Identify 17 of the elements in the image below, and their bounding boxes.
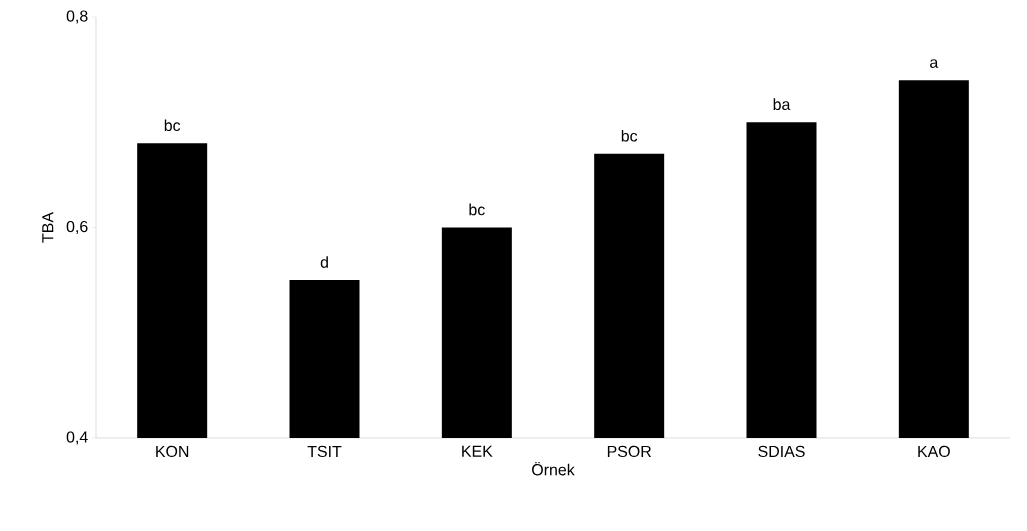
x-tick-label: KAO — [918, 445, 950, 458]
annotation: d — [320, 256, 328, 268]
x-tick-label: KEK — [462, 445, 493, 457]
x-tick-label: TSIT — [307, 445, 342, 458]
x-tick-label: KON — [156, 445, 189, 458]
x-axis-title: Örnek — [532, 461, 575, 476]
x-tick-label: SDIAS — [758, 445, 805, 458]
annotation: bc — [164, 119, 181, 132]
y-axis-title: TBA — [42, 212, 54, 243]
y-tick-label: 0,6 — [66, 220, 88, 235]
y-tick-label: 0,4 — [66, 431, 88, 445]
y-tick-label: 0,8 — [66, 10, 88, 24]
x-tick-label: PSOR — [607, 445, 652, 458]
annotation: ba — [773, 98, 791, 111]
annotation: a — [930, 59, 939, 68]
annotation: bc — [621, 129, 638, 142]
annotation: bc — [469, 203, 485, 216]
